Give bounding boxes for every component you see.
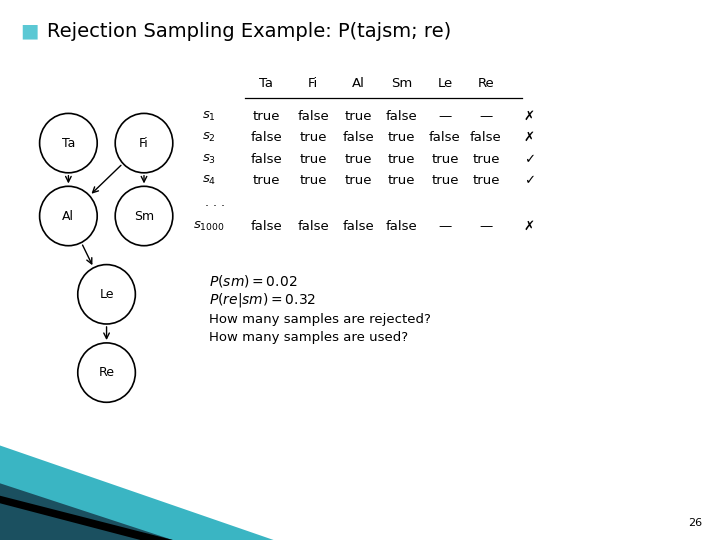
Ellipse shape <box>78 343 135 402</box>
Text: —: — <box>480 110 492 123</box>
Text: Ta: Ta <box>259 77 274 90</box>
Text: Le: Le <box>99 288 114 301</box>
Polygon shape <box>0 483 173 540</box>
Text: false: false <box>343 220 374 233</box>
Ellipse shape <box>78 265 135 324</box>
Text: false: false <box>251 131 282 144</box>
Polygon shape <box>0 496 173 540</box>
Text: false: false <box>429 131 461 144</box>
Text: true: true <box>253 174 280 187</box>
Text: false: false <box>297 220 329 233</box>
Text: $P(re|sm) = 0.32$: $P(re|sm) = 0.32$ <box>209 291 316 309</box>
Text: How many samples are used?: How many samples are used? <box>209 331 408 344</box>
Text: true: true <box>388 131 415 144</box>
Text: $s_4$: $s_4$ <box>202 174 216 187</box>
Ellipse shape <box>115 113 173 173</box>
Text: ✗: ✗ <box>523 220 535 233</box>
Text: false: false <box>343 131 374 144</box>
Text: $s_{1000}$: $s_{1000}$ <box>193 220 225 233</box>
Text: $s_1$: $s_1$ <box>202 110 216 123</box>
Ellipse shape <box>40 113 97 173</box>
Text: How many samples are rejected?: How many samples are rejected? <box>209 313 431 326</box>
Text: true: true <box>388 153 415 166</box>
Text: true: true <box>345 110 372 123</box>
Text: Re: Re <box>477 77 495 90</box>
Text: true: true <box>472 174 500 187</box>
Text: $s_3$: $s_3$ <box>202 153 216 166</box>
Text: —: — <box>438 110 451 123</box>
Text: $s_2$: $s_2$ <box>202 131 216 144</box>
Text: —: — <box>438 220 451 233</box>
Text: ✓: ✓ <box>523 174 535 187</box>
Text: Sm: Sm <box>391 77 413 90</box>
Text: Le: Le <box>437 77 453 90</box>
Text: true: true <box>253 110 280 123</box>
Text: true: true <box>345 153 372 166</box>
Text: false: false <box>386 110 418 123</box>
Text: Re: Re <box>99 366 114 379</box>
Text: true: true <box>431 174 459 187</box>
Text: Al: Al <box>63 210 74 222</box>
Text: false: false <box>251 153 282 166</box>
Ellipse shape <box>40 186 97 246</box>
Text: Al: Al <box>352 77 365 90</box>
Text: true: true <box>300 131 327 144</box>
Text: Ta: Ta <box>62 137 75 150</box>
Text: Sm: Sm <box>134 210 154 222</box>
Text: true: true <box>472 153 500 166</box>
Text: ✗: ✗ <box>523 110 535 123</box>
Text: ✗: ✗ <box>523 131 535 144</box>
Text: Rejection Sampling Example: P(tajsm; re): Rejection Sampling Example: P(tajsm; re) <box>47 22 451 40</box>
Text: 26: 26 <box>688 518 702 528</box>
Text: —: — <box>480 220 492 233</box>
Text: Fi: Fi <box>308 77 318 90</box>
Text: $P(sm) = 0.02$: $P(sm) = 0.02$ <box>209 273 297 289</box>
Text: true: true <box>300 174 327 187</box>
Text: false: false <box>386 220 418 233</box>
Text: false: false <box>251 220 282 233</box>
Ellipse shape <box>115 186 173 246</box>
Text: true: true <box>345 174 372 187</box>
Text: true: true <box>388 174 415 187</box>
Text: true: true <box>431 153 459 166</box>
Text: ■: ■ <box>20 22 39 40</box>
Text: . . .: . . . <box>205 196 225 209</box>
Text: false: false <box>297 110 329 123</box>
Text: ✓: ✓ <box>523 153 535 166</box>
Text: true: true <box>300 153 327 166</box>
Text: false: false <box>470 131 502 144</box>
Text: Fi: Fi <box>139 137 149 150</box>
Polygon shape <box>0 446 274 540</box>
